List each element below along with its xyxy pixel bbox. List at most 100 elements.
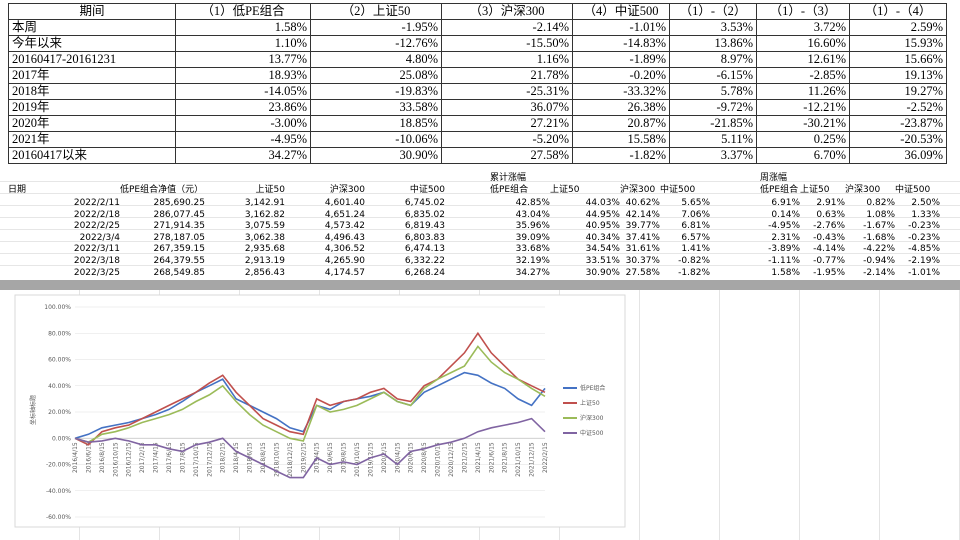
series-line — [74, 417, 546, 479]
table-cell: 39.09% — [515, 232, 550, 243]
table-cell: -1.82% — [678, 267, 710, 278]
group-header: 周涨幅 — [760, 173, 788, 183]
table-cell: 268,549.85 — [153, 267, 205, 278]
table-cell: 2,913.19 — [244, 256, 285, 266]
table-cell: 40.95% — [585, 221, 620, 232]
legend-label: 中证500 — [580, 429, 604, 437]
table-cell: 1.58% — [771, 267, 800, 278]
table-cell: 4.80% — [310, 51, 442, 68]
table-cell: 7.06% — [681, 209, 710, 220]
table-cell: 36.09% — [849, 147, 947, 164]
table-cell: 1.33% — [911, 209, 940, 220]
header-cell: 中证500 — [409, 185, 445, 195]
table-cell: -1.11% — [768, 256, 800, 266]
table-cell: 32.19% — [515, 256, 550, 266]
table-cell: 30.90% — [585, 267, 620, 278]
x-tick-label: 2016/6/15 — [85, 442, 92, 473]
x-tick-label: 2018/8/15 — [260, 442, 267, 473]
x-tick-label: 2020/8/15 — [421, 442, 428, 473]
table-cell: 20160417-20161231 — [8, 51, 176, 68]
table-cell: -0.94% — [863, 256, 895, 266]
series-line — [74, 331, 546, 446]
table-cell: 31.61% — [625, 244, 660, 255]
table-cell: 39.77% — [625, 221, 660, 232]
table-cell: 4,174.57 — [324, 267, 365, 278]
table-cell: 6,745.02 — [404, 198, 445, 208]
table-cell: -2.76% — [813, 221, 845, 232]
header-cell: 上证50 — [550, 185, 580, 195]
x-tick-label: 2021/4/15 — [475, 442, 482, 473]
table-cell: -0.23% — [908, 221, 940, 232]
x-tick-label: 2021/10/15 — [515, 442, 522, 477]
table-cell: 2022/3/11 — [73, 244, 120, 255]
y-tick-label: 80.00% — [48, 330, 71, 337]
x-tick-label: 2018/10/15 — [273, 442, 280, 477]
header-cell: 中证500 — [660, 185, 696, 195]
y-tick-label: 20.00% — [48, 409, 71, 416]
table-cell: 2022/3/18 — [73, 256, 120, 266]
table-cell: 34.54% — [585, 244, 620, 255]
table-cell: 5.78% — [669, 83, 757, 100]
table-cell: -2.14% — [863, 267, 895, 278]
header-cell: 沪深300 — [845, 185, 881, 195]
y-tick-label: 40.00% — [48, 383, 71, 390]
table-cell: 4,306.52 — [324, 244, 365, 255]
table-cell: -1.01% — [908, 267, 940, 278]
header-cell: 上证50 — [255, 185, 285, 195]
table-cell: -14.83% — [572, 35, 670, 52]
table-cell: -4.95% — [768, 221, 800, 232]
table-cell: -3.89% — [768, 244, 800, 255]
table-cell: 44.03% — [585, 198, 620, 208]
table-cell: 2022/2/18 — [73, 209, 120, 220]
table-cell: 6,819.43 — [404, 221, 445, 232]
table-cell: 13.86% — [669, 35, 757, 52]
y-tick-label: 0.00% — [52, 435, 71, 442]
header-cell: 日期 — [8, 185, 27, 195]
x-tick-label: 2017/12/15 — [206, 442, 213, 477]
x-tick-label: 2019/12/15 — [367, 442, 374, 477]
series-line — [74, 345, 546, 444]
table-cell: -1.01% — [572, 19, 670, 36]
table-cell: 6.57% — [681, 232, 710, 243]
header-cell: （1）-（2） — [669, 3, 757, 20]
x-tick-label: 2021/2/15 — [461, 442, 468, 473]
x-tick-label: 2020/6/15 — [408, 442, 415, 473]
table-cell: 今年以来 — [8, 35, 176, 52]
table-cell: 40.34% — [585, 232, 620, 243]
table-cell: 37.41% — [625, 232, 660, 243]
table-cell: 0.82% — [866, 198, 895, 208]
header-cell: 中证500 — [895, 185, 931, 195]
table-cell: 6.81% — [681, 221, 710, 232]
x-tick-label: 2021/6/15 — [488, 442, 495, 473]
legend-label: 上证50 — [580, 399, 600, 407]
table-cell: 1.08% — [866, 209, 895, 220]
table-cell: 2.91% — [816, 198, 845, 208]
table-cell: 15.66% — [849, 51, 947, 68]
table-cell: 25.08% — [310, 67, 442, 84]
table-cell: 3,162.82 — [244, 209, 285, 220]
table-cell: -21.85% — [669, 115, 757, 132]
x-tick-label: 2020/2/15 — [381, 442, 388, 473]
table-cell: 27.58% — [441, 147, 573, 164]
table-cell: 3,062.38 — [244, 232, 285, 243]
legend-label: 低PE组合 — [580, 384, 605, 392]
detail-table: 累计涨幅 周涨幅 日期 低PE组合净值（元） 上证50 沪深300 中证500 低PE组合 上证… — [0, 170, 960, 278]
table-cell: -15.50% — [441, 35, 573, 52]
y-tick-label: -60.00% — [46, 514, 71, 521]
table-cell: 4,651.24 — [324, 209, 365, 220]
y-tick-label: 60.00% — [48, 357, 71, 364]
table-cell: 2.31% — [771, 232, 800, 243]
table-cell: 0.25% — [756, 131, 850, 148]
x-tick-label: 2017/6/15 — [166, 442, 173, 473]
table-cell: 4,573.42 — [324, 221, 365, 232]
x-tick-label: 2021/8/15 — [502, 442, 509, 473]
table-cell: 4,496.43 — [324, 232, 365, 243]
group-header: 累计涨幅 — [490, 173, 527, 183]
table-cell: 271,914.35 — [153, 221, 205, 232]
x-tick-label: 2016/4/15 — [72, 442, 79, 473]
table-cell: 6,835.02 — [404, 209, 445, 220]
table-cell: -4.14% — [813, 244, 845, 255]
table-cell: 4,265.90 — [324, 256, 365, 266]
